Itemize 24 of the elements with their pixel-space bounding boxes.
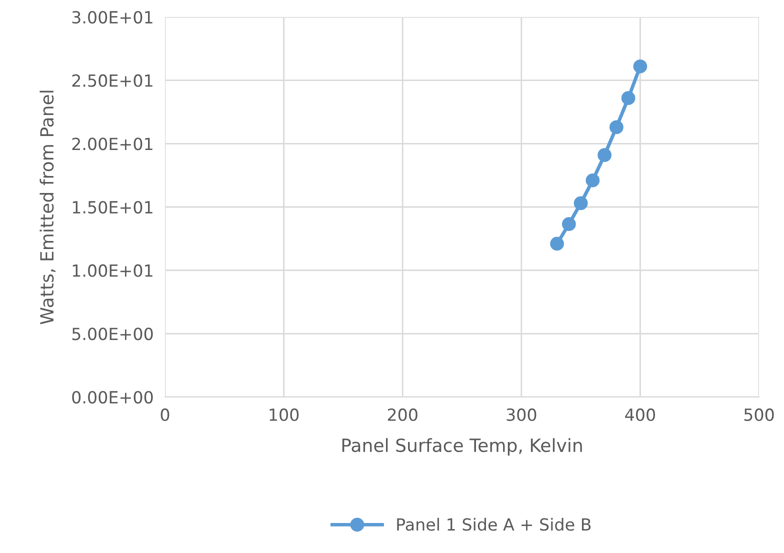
legend-label: Panel 1 Side A + Side B [397,518,591,531]
point [621,91,636,106]
x-tick-label: 300 [506,408,536,422]
point [550,236,564,251]
point [633,59,648,74]
x-tick-label: 500 [744,408,774,422]
point [586,173,600,188]
point [609,120,624,134]
y-tick-label: 5.00E+00 [72,328,153,340]
point [598,148,612,162]
y-tick-label: 3.00E+01 [72,10,152,24]
y-tick-label: 2.50E+01 [72,74,152,87]
y-axis-title: Watts, Emitted from Panel [40,90,56,324]
x-tick-label: 0 [160,408,170,422]
point [574,196,588,210]
y-tick-label: 1.50E+01 [72,200,152,214]
x-tick-label: 100 [270,408,299,422]
x-axis-title: Panel Surface Temp, Kelvin [342,438,582,456]
y-tick-label: 0.00E+00 [72,390,153,404]
y-tick-label: 2.00E+01 [72,138,152,150]
x-tick-label: 400 [625,408,655,422]
point [562,217,576,232]
y-tick-label: 1.00E+01 [72,264,152,277]
x-tick-label: 200 [388,408,418,422]
